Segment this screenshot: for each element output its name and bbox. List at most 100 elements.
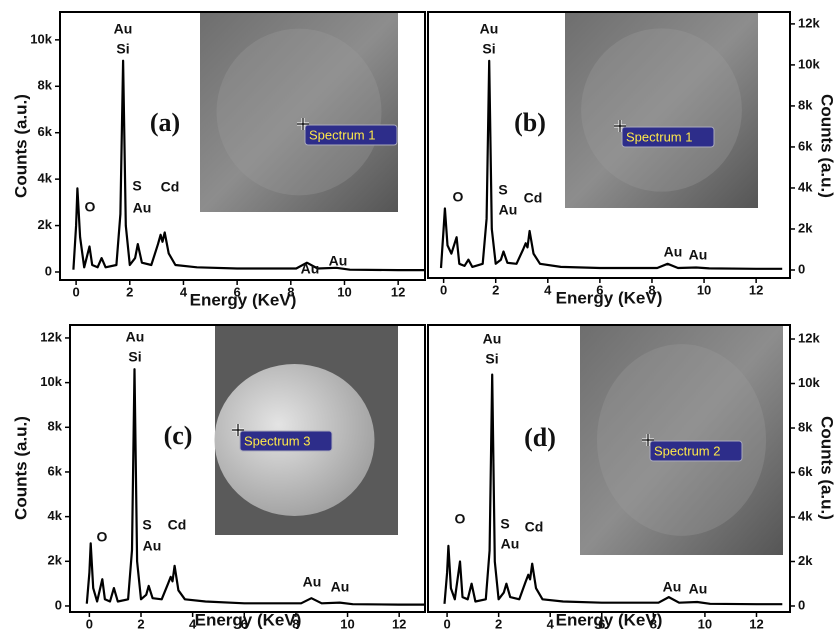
panel: Spectrum 1 0 2 4 6 8 10 12 0 2k 4k 6k 8k 10k Au Si O S Au C… bbox=[11, 11, 426, 309]
x-tick-label: 10 bbox=[337, 284, 351, 299]
x-tick-label: 6 bbox=[596, 282, 603, 297]
x-tick-label: 4 bbox=[180, 284, 188, 299]
peak-label: O bbox=[453, 189, 464, 205]
y-tick-label: 2k bbox=[798, 553, 813, 568]
x-tick-label: 10 bbox=[340, 616, 354, 631]
y-tick-label: 6k bbox=[38, 124, 53, 139]
x-axis-label: Energy (KeV) bbox=[556, 610, 663, 629]
sem-image bbox=[200, 12, 398, 212]
spectrum-line bbox=[72, 59, 425, 272]
y-tick-label: 8k bbox=[798, 97, 813, 112]
panel-label: (a) bbox=[150, 108, 180, 137]
peak-label: Si bbox=[128, 349, 141, 365]
peak-label: Au bbox=[499, 202, 518, 218]
spectrum-label: Spectrum 1 bbox=[309, 127, 375, 142]
y-tick-label: 10k bbox=[40, 374, 62, 389]
y-axis-label: Counts (a.u.) bbox=[818, 416, 837, 520]
x-tick-label: 2 bbox=[137, 616, 144, 631]
x-tick-label: 0 bbox=[440, 282, 447, 297]
x-tick-label: 12 bbox=[749, 616, 763, 631]
plot-frame bbox=[427, 324, 791, 613]
y-tick-label: 12k bbox=[40, 329, 62, 344]
spectrum-label-box bbox=[621, 126, 715, 148]
y-tick-label: 2k bbox=[48, 553, 63, 568]
spectrum-marker bbox=[642, 434, 654, 446]
x-tick-label: 12 bbox=[749, 282, 763, 297]
y-tick-label: 0 bbox=[55, 597, 62, 612]
y-tick-label: 8k bbox=[798, 419, 813, 434]
y-tick-label: 10k bbox=[798, 56, 820, 71]
peak-label: Au bbox=[126, 329, 145, 345]
spectrum-label: Spectrum 1 bbox=[626, 129, 692, 144]
y-tick-label: 4k bbox=[48, 508, 63, 523]
y-tick-label: 12k bbox=[798, 330, 820, 345]
x-tick-label: 2 bbox=[495, 616, 502, 631]
y-tick-label: 6k bbox=[48, 463, 63, 478]
peak-label: Si bbox=[485, 351, 498, 367]
spectrum-label-box bbox=[239, 430, 333, 452]
x-tick-label: 0 bbox=[443, 616, 450, 631]
peak-label: Au bbox=[331, 579, 350, 595]
peak-label: Cd bbox=[168, 517, 187, 533]
peak-label: Au bbox=[689, 581, 708, 597]
y-tick-label: 2k bbox=[798, 220, 813, 235]
spectrum-label-box bbox=[304, 124, 398, 146]
x-tick-label: 8 bbox=[648, 282, 655, 297]
peak-label: S bbox=[132, 178, 141, 194]
peak-label: Au bbox=[480, 21, 499, 37]
y-tick-label: 0 bbox=[798, 261, 805, 276]
x-axis-label: Energy (KeV) bbox=[195, 610, 302, 629]
peak-label: Au bbox=[501, 536, 520, 552]
x-tick-label: 10 bbox=[698, 616, 712, 631]
peak-label: Au bbox=[143, 538, 162, 554]
x-tick-label: 8 bbox=[650, 616, 657, 631]
x-tick-label: 10 bbox=[697, 282, 711, 297]
peak-label: Au bbox=[483, 331, 502, 347]
panel: Spectrum 3 0 2 4 6 8 10 12 0 2k 4k 6k 8k 10k 12k Au Si O S… bbox=[11, 324, 426, 631]
plot-frame bbox=[69, 324, 426, 613]
y-tick-label: 4k bbox=[798, 179, 813, 194]
y-axis-label: Counts (a.u.) bbox=[11, 416, 30, 520]
spectrum-marker bbox=[614, 120, 626, 132]
sem-particle bbox=[216, 28, 382, 196]
y-axis-label: Counts (a.u.) bbox=[11, 94, 30, 198]
x-tick-label: 4 bbox=[547, 616, 555, 631]
y-tick-label: 12k bbox=[798, 15, 820, 30]
spectrum-label-box bbox=[649, 440, 743, 462]
peak-label: O bbox=[85, 199, 96, 215]
y-tick-label: 2k bbox=[38, 217, 53, 232]
y-tick-label: 10k bbox=[30, 31, 52, 46]
x-tick-label: 6 bbox=[241, 616, 248, 631]
panel: Spectrum 1 0 2 4 6 8 10 12 0 2k 4k 6k 8k 10k 12k Au Si O S… bbox=[427, 11, 837, 307]
y-tick-label: 6k bbox=[798, 464, 813, 479]
peak-label: Au bbox=[133, 200, 152, 216]
sem-image bbox=[580, 325, 783, 555]
y-tick-label: 8k bbox=[48, 419, 63, 434]
peak-label: O bbox=[455, 511, 466, 527]
sem-particle bbox=[596, 344, 767, 536]
x-tick-label: 2 bbox=[492, 282, 499, 297]
y-tick-label: 10k bbox=[798, 375, 820, 390]
peak-label: Au bbox=[303, 574, 322, 590]
x-tick-label: 12 bbox=[391, 284, 405, 299]
spectrum-marker bbox=[297, 118, 309, 130]
x-tick-label: 6 bbox=[598, 616, 605, 631]
x-tick-label: 8 bbox=[292, 616, 299, 631]
peak-label: O bbox=[97, 529, 108, 545]
spectrum-line bbox=[439, 59, 783, 270]
panel-label: (c) bbox=[164, 421, 193, 450]
plot-frame bbox=[427, 11, 791, 279]
plot-frame bbox=[59, 11, 426, 281]
sem-image bbox=[565, 12, 758, 208]
x-tick-label: 0 bbox=[86, 616, 93, 631]
y-tick-label: 8k bbox=[38, 78, 53, 93]
spectrum-label: Spectrum 3 bbox=[244, 433, 310, 448]
peak-label: Si bbox=[116, 41, 129, 57]
peak-label: Au bbox=[329, 253, 348, 269]
x-tick-label: 8 bbox=[287, 284, 294, 299]
peak-label: Au bbox=[301, 261, 320, 277]
peak-label: Au bbox=[664, 244, 683, 260]
peak-label: Si bbox=[482, 41, 495, 57]
peak-label: Cd bbox=[524, 190, 543, 206]
